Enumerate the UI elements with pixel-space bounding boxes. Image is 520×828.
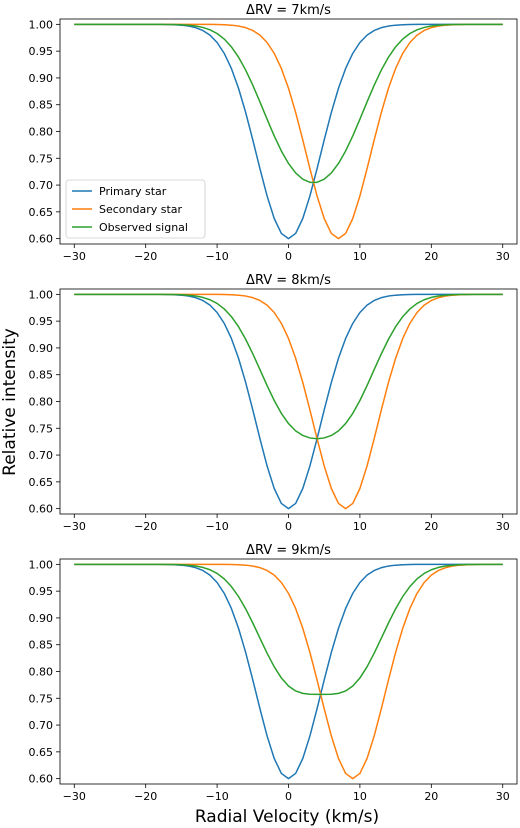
panel-title: ΔRV = 7km/s — [246, 3, 331, 18]
x-tick-label: −10 — [205, 250, 228, 263]
figure-ylabel: Relative intensity — [0, 328, 20, 476]
y-tick-label: 0.90 — [29, 342, 54, 355]
y-tick-label: 1.00 — [29, 558, 54, 571]
x-tick-label: −10 — [205, 790, 228, 803]
x-tick-label: 10 — [353, 790, 367, 803]
y-tick-label: 1.00 — [29, 18, 54, 31]
y-tick-label: 0.70 — [29, 179, 54, 192]
y-tick-label: 0.95 — [29, 315, 54, 328]
series-line-observed-signal — [74, 563, 503, 696]
y-tick-label: 0.85 — [29, 99, 54, 112]
legend-label-secondary-star: Secondary star — [99, 203, 183, 216]
x-tick-label: 10 — [353, 250, 367, 263]
x-tick-label: −20 — [134, 250, 157, 263]
series-line-primary-star — [74, 563, 503, 780]
y-tick-label: 0.95 — [29, 585, 54, 598]
series-line-observed-signal — [74, 293, 503, 440]
x-tick-label: 30 — [496, 790, 510, 803]
x-tick-label: 0 — [285, 250, 292, 263]
x-tick-label: −20 — [134, 790, 157, 803]
figure-xlabel: Radial Velocity (km/s) — [195, 807, 379, 827]
y-tick-label: 0.90 — [29, 72, 54, 85]
y-tick-label: 0.70 — [29, 449, 54, 462]
x-tick-label: −20 — [134, 520, 157, 533]
legend-label-primary-star: Primary star — [99, 185, 167, 198]
y-tick-label: 0.80 — [29, 126, 54, 139]
y-tick-label: 0.80 — [29, 666, 54, 679]
y-tick-label: 0.75 — [29, 692, 54, 705]
chart-panel-1: ΔRV = 7km/s −30 −20 −10 0 10 20 30 0.60 0.65 0.70 0… — [29, 3, 518, 263]
chart-panel-2: ΔRV = 8km/s −30 −20 −10 0 10 20 30 0.60 0.65 0.70 0… — [29, 273, 518, 533]
x-tick-label: 30 — [496, 520, 510, 533]
x-tick-label: 0 — [285, 790, 292, 803]
y-tick-label: 0.60 — [29, 773, 54, 786]
legend-label-observed-signal: Observed signal — [99, 221, 188, 234]
y-tick-label: 0.95 — [29, 45, 54, 58]
y-tick-label: 0.75 — [29, 152, 54, 165]
y-tick-label: 0.85 — [29, 639, 54, 652]
y-tick-label: 0.60 — [29, 233, 54, 246]
x-tick-label: −30 — [63, 250, 86, 263]
series-line-secondary-star — [74, 563, 503, 780]
y-tick-label: 0.65 — [29, 746, 54, 759]
y-tick-label: 0.90 — [29, 612, 54, 625]
y-tick-label: 1.00 — [29, 288, 54, 301]
x-tick-label: 20 — [424, 790, 438, 803]
panel-title: ΔRV = 8km/s — [246, 273, 331, 288]
y-tick-label: 0.65 — [29, 476, 54, 489]
series-line-secondary-star — [74, 293, 503, 510]
y-tick-label: 0.60 — [29, 503, 54, 516]
x-tick-label: −30 — [63, 790, 86, 803]
panel-title: ΔRV = 9km/s — [246, 543, 331, 558]
legend-box — [65, 179, 206, 239]
x-tick-label: 10 — [353, 520, 367, 533]
y-tick-label: 0.65 — [29, 206, 54, 219]
y-tick-label: 0.70 — [29, 719, 54, 732]
legend: Primary star Secondary star Observed signa… — [65, 179, 206, 239]
series-line-primary-star — [74, 293, 503, 510]
x-tick-label: 0 — [285, 520, 292, 533]
series-line-observed-signal — [74, 23, 503, 184]
x-tick-label: 20 — [424, 520, 438, 533]
y-tick-label: 0.75 — [29, 422, 54, 435]
chart-panel-3: ΔRV = 9km/s −30 −20 −10 0 10 20 30 0.60 0.65 0.70 0… — [29, 543, 518, 803]
x-tick-label: 30 — [496, 250, 510, 263]
y-tick-label: 0.80 — [29, 396, 54, 409]
x-tick-label: 20 — [424, 250, 438, 263]
axes-frame — [59, 288, 518, 515]
x-tick-label: −30 — [63, 520, 86, 533]
x-tick-label: −10 — [205, 520, 228, 533]
y-tick-label: 0.85 — [29, 369, 54, 382]
